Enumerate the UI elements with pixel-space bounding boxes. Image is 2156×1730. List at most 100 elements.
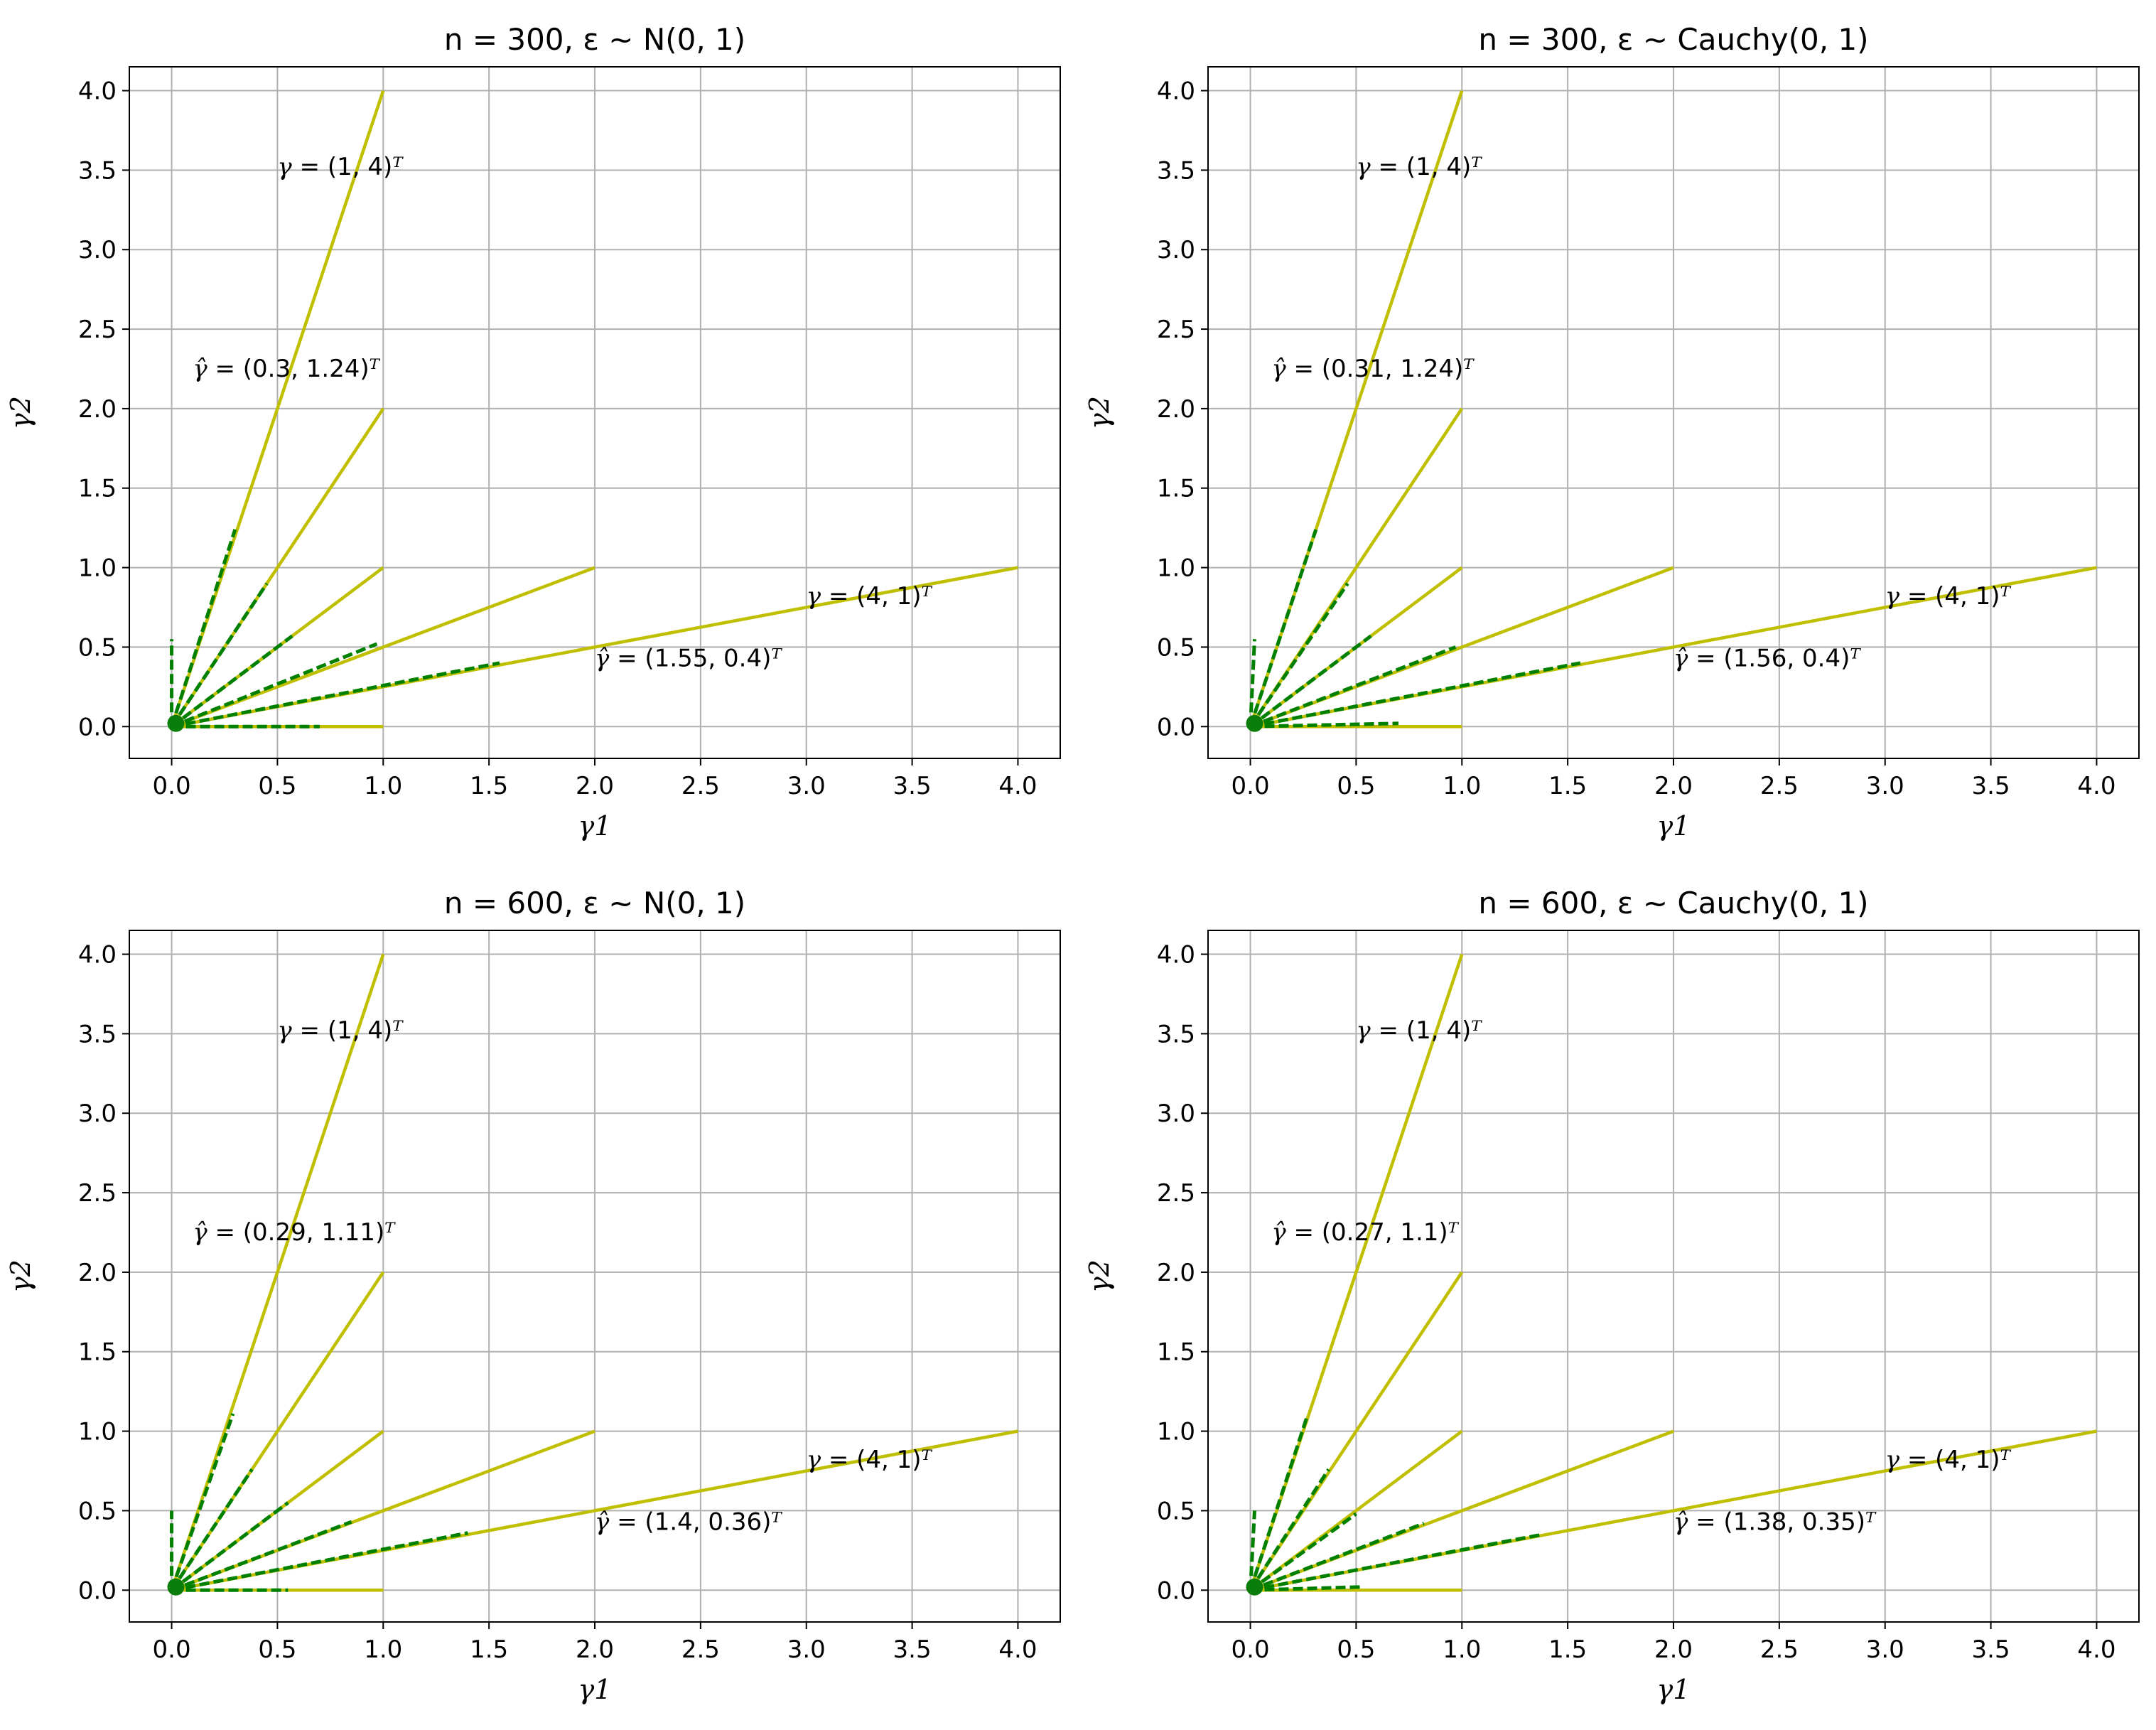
y-tick-label: 2.5	[1157, 316, 1195, 344]
x-tick-label: 2.5	[1760, 772, 1799, 800]
y-tick-label: 1.0	[1157, 1418, 1195, 1446]
y-tick-label: 3.5	[78, 1020, 117, 1048]
y-tick-label: 2.0	[1157, 395, 1195, 424]
annotation-4: γ̂ = (1.4, 0.36)ᵀ	[595, 1508, 782, 1536]
estimated-gamma-line-2	[1250, 1532, 1543, 1592]
estimated-gamma-line-4	[1249, 1512, 1357, 1592]
x-tick-label: 0.5	[258, 772, 296, 800]
x-tick-label: 1.5	[470, 772, 508, 800]
x-tick-label: 3.0	[1866, 772, 1904, 800]
y-tick-label: 0.5	[1157, 1497, 1195, 1525]
estimated-gamma-line-3	[171, 1520, 352, 1592]
y-tick-label: 4.0	[78, 77, 117, 106]
y-tick-label: 2.0	[1157, 1259, 1195, 1287]
x-tick-label: 3.5	[893, 1635, 932, 1664]
origin-marker	[1246, 1578, 1263, 1596]
x-tick-label: 0.0	[1231, 772, 1270, 800]
y-tick-label: 3.5	[78, 156, 117, 185]
estimated-gamma-line-5	[1249, 582, 1349, 728]
y-tick-label: 0.0	[1157, 1576, 1195, 1605]
estimated-gamma-line-7	[1249, 639, 1256, 727]
annotation-4: γ̂ = (1.55, 0.4)ᵀ	[595, 644, 782, 672]
y-tick-label: 4.0	[78, 941, 117, 969]
estimated-gamma-line-1	[1250, 721, 1399, 729]
chart-panel-1: 0.0 0.5 1.0 1.5 2.0 2.5 3.0 3.5 4.0 0.0 0.5 1.0 1.5 2…	[5, 22, 1061, 842]
x-tick-label: 1.5	[1548, 1635, 1587, 1664]
estimated-gamma-line-4	[1249, 634, 1372, 729]
estimated-gamma-line-6	[170, 1413, 235, 1591]
estimated-gamma-line-2	[171, 1531, 468, 1592]
y-tick-label: 2.0	[78, 395, 117, 424]
true-gamma-line-6	[170, 953, 385, 1591]
x-tick-label: 0.5	[1337, 1635, 1375, 1664]
estimated-gamma-line-2	[171, 661, 500, 729]
annotation-3: γ = (4, 1)ᵀ	[1885, 582, 2012, 611]
estimated-gamma-line-6	[1249, 529, 1318, 728]
y-tick-label: 2.5	[1157, 1179, 1195, 1208]
y-tick-label: 3.0	[78, 1100, 117, 1128]
chart-title: n = 600, ε ~ Cauchy(0, 1)	[1478, 886, 1868, 920]
y-tick-label: 3.0	[78, 236, 117, 264]
x-tick-label: 1.0	[364, 772, 402, 800]
chart-panel-3: 0.0 0.5 1.0 1.5 2.0 2.5 3.0 3.5 4.0 0.0 0.5 1.0 1.5 2…	[5, 886, 1061, 1705]
annotation-1: γ = (1, 4)ᵀ	[277, 1016, 404, 1045]
x-tick-label: 3.0	[787, 1635, 826, 1664]
x-axis-label: γ1	[578, 1674, 612, 1705]
annotation-4: γ̂ = (1.38, 0.35)ᵀ	[1673, 1508, 1877, 1536]
y-tick-label: 1.0	[1157, 554, 1195, 583]
annotation-3: γ = (4, 1)ᵀ	[807, 1446, 933, 1474]
x-tick-label: 1.0	[1443, 772, 1481, 800]
y-tick-label: 0.0	[78, 1576, 117, 1605]
x-tick-label: 3.0	[1866, 1635, 1904, 1664]
y-axis-label: γ2	[5, 396, 36, 429]
estimated-gamma-line-3	[171, 642, 378, 729]
x-tick-label: 3.5	[1972, 1635, 2010, 1664]
y-tick-label: 1.0	[78, 554, 117, 583]
x-tick-label: 0.0	[1231, 1635, 1270, 1664]
y-tick-label: 0.5	[78, 1497, 117, 1525]
x-tick-label: 2.0	[1654, 1635, 1693, 1664]
y-axis-label: γ2	[1084, 396, 1115, 429]
x-tick-label: 1.5	[470, 1635, 508, 1664]
y-tick-label: 2.0	[78, 1259, 117, 1287]
x-tick-label: 3.0	[787, 772, 826, 800]
x-tick-label: 4.0	[2077, 1635, 2115, 1664]
y-tick-label: 1.0	[78, 1418, 117, 1446]
y-tick-label: 3.5	[1157, 1020, 1195, 1048]
x-tick-label: 2.0	[576, 1635, 614, 1664]
x-tick-label: 4.0	[998, 1635, 1037, 1664]
estimated-gamma-line-4	[171, 1501, 289, 1592]
y-tick-label: 4.0	[1157, 77, 1195, 106]
x-tick-label: 1.5	[1548, 772, 1587, 800]
chart-panel-4: 0.0 0.5 1.0 1.5 2.0 2.5 3.0 3.5 4.0 0.0 0.5 1.0 1.5 2…	[1084, 886, 2140, 1705]
x-tick-label: 2.0	[576, 772, 614, 800]
x-tick-label: 3.5	[893, 772, 932, 800]
y-tick-label: 0.0	[1157, 713, 1195, 741]
y-axis-label: γ2	[5, 1259, 36, 1293]
chart-title: n = 300, ε ~ N(0, 1)	[444, 22, 745, 57]
y-tick-label: 0.5	[78, 633, 117, 662]
origin-marker	[1246, 714, 1263, 732]
x-axis-label: γ1	[1657, 810, 1691, 842]
origin-marker	[167, 714, 185, 732]
x-tick-label: 2.5	[681, 772, 720, 800]
x-tick-label: 0.5	[258, 1635, 296, 1664]
x-tick-label: 4.0	[2077, 772, 2115, 800]
x-tick-label: 0.0	[153, 1635, 191, 1664]
x-axis-label: γ1	[1657, 1674, 1691, 1705]
estimated-gamma-line-4	[171, 634, 293, 729]
x-tick-label: 4.0	[998, 772, 1037, 800]
x-tick-label: 0.0	[153, 772, 191, 800]
estimated-gamma-line-5	[1249, 1468, 1330, 1591]
annotation-3: γ = (4, 1)ᵀ	[1885, 1446, 2012, 1474]
chart-panel-2: 0.0 0.5 1.0 1.5 2.0 2.5 3.0 3.5 4.0 0.0 0.5 1.0 1.5 2…	[1084, 22, 2140, 842]
annotation-2: γ̂ = (0.27, 1.1)ᵀ	[1271, 1218, 1459, 1247]
y-tick-label: 1.5	[1157, 475, 1195, 503]
y-tick-label: 1.5	[78, 1338, 117, 1367]
y-tick-label: 2.5	[78, 316, 117, 344]
estimated-gamma-line-7	[1249, 1510, 1256, 1591]
y-tick-label: 1.5	[1157, 1338, 1195, 1367]
y-tick-label: 0.5	[1157, 633, 1195, 662]
true-gamma-line-6	[1249, 90, 1464, 727]
y-tick-label: 3.0	[1157, 236, 1195, 264]
